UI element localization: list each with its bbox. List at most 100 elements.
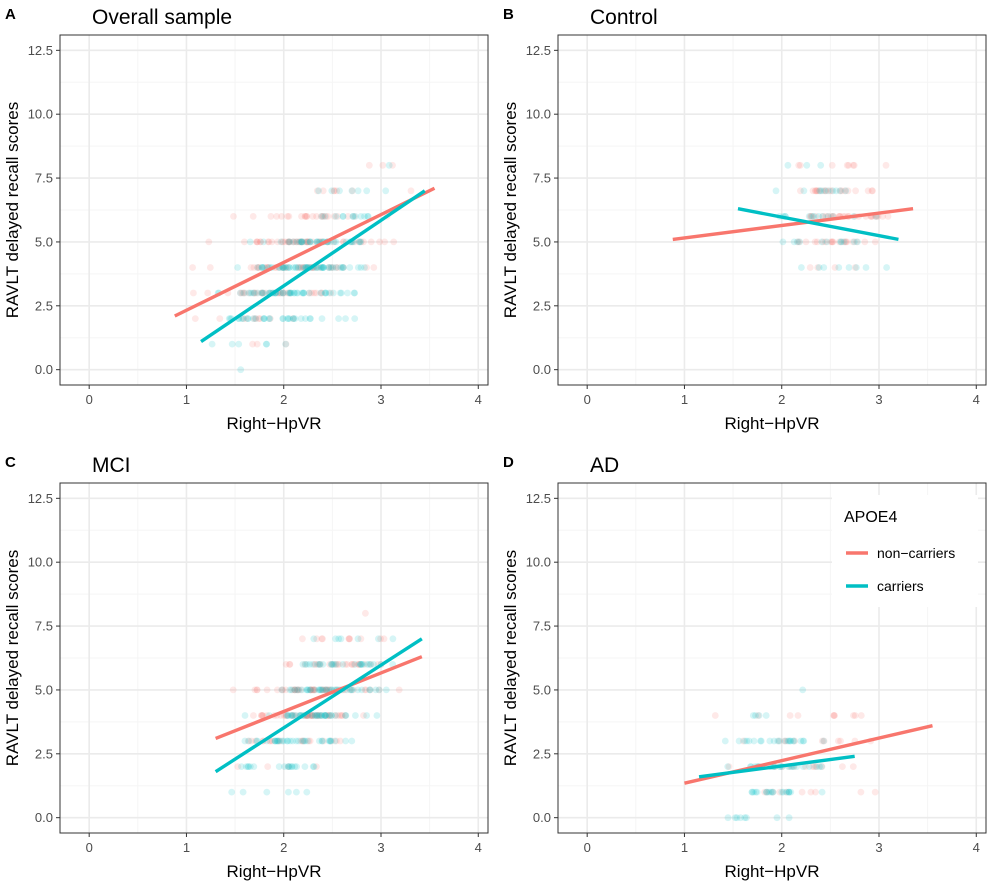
data-point-carriers — [752, 712, 759, 719]
data-point-carriers — [318, 315, 326, 322]
data-point-carriers — [753, 788, 761, 796]
y-tick-label: 0.0 — [533, 362, 551, 377]
data-point-non-carriers — [309, 213, 317, 220]
x-tick-label: 1 — [183, 840, 190, 855]
data-point-non-carriers — [786, 712, 794, 719]
data-point-carriers — [279, 315, 287, 322]
data-point-non-carriers — [809, 763, 816, 770]
data-point-non-carriers — [268, 238, 276, 246]
data-point-non-carriers — [871, 238, 879, 246]
data-point-carriers — [883, 264, 890, 271]
data-point-non-carriers — [332, 661, 339, 668]
data-point-carriers — [357, 213, 365, 220]
data-point-carriers — [765, 788, 773, 796]
data-point-carriers — [325, 289, 333, 297]
data-point-carriers — [372, 686, 380, 694]
data-point-non-carriers — [843, 161, 851, 169]
data-point-non-carriers — [849, 763, 857, 770]
data-point-non-carriers — [811, 187, 819, 195]
y-tick-label: 5.0 — [35, 682, 53, 697]
data-point-carriers — [228, 788, 236, 796]
data-point-non-carriers — [319, 187, 327, 195]
panel-letter: D — [503, 454, 514, 471]
data-point-carriers — [721, 737, 729, 745]
data-point-non-carriers — [329, 264, 337, 271]
data-point-non-carriers — [258, 289, 266, 297]
data-point-non-carriers — [205, 238, 213, 246]
data-point-carriers — [748, 788, 756, 796]
data-point-carriers — [313, 712, 321, 719]
data-point-non-carriers — [857, 712, 865, 719]
data-point-non-carriers — [340, 264, 347, 271]
data-point-carriers — [279, 264, 286, 271]
data-point-non-carriers — [794, 238, 802, 246]
data-point-carriers — [818, 238, 826, 246]
data-point-carriers — [348, 686, 356, 694]
data-point-carriers — [325, 264, 333, 271]
data-point-carriers — [290, 315, 297, 322]
data-point-non-carriers — [365, 161, 373, 169]
panel-title: MCI — [92, 454, 131, 477]
data-point-non-carriers — [295, 238, 303, 246]
data-point-carriers — [302, 661, 309, 668]
data-point-carriers — [787, 737, 794, 745]
data-point-carriers — [316, 661, 324, 668]
data-point-non-carriers — [348, 661, 356, 668]
data-point-non-carriers — [254, 238, 261, 246]
data-point-carriers — [282, 340, 290, 348]
data-point-carriers — [306, 661, 314, 668]
data-point-carriers — [337, 264, 345, 271]
data-point-non-carriers — [253, 264, 261, 271]
data-point-carriers — [260, 238, 267, 246]
data-point-non-carriers — [255, 264, 263, 271]
data-point-carriers — [304, 686, 312, 694]
data-point-carriers — [342, 315, 349, 322]
data-point-non-carriers — [818, 737, 826, 745]
data-point-non-carriers — [281, 238, 289, 246]
data-point-carriers — [292, 264, 300, 271]
panel-border — [557, 482, 987, 834]
data-point-carriers — [799, 686, 807, 694]
data-point-carriers — [288, 763, 296, 770]
data-point-carriers — [750, 737, 758, 745]
data-point-carriers — [824, 187, 832, 195]
data-point-carriers — [750, 788, 757, 796]
data-point-non-carriers — [301, 213, 309, 220]
data-point-non-carriers — [285, 763, 292, 770]
data-point-carriers — [351, 661, 359, 668]
data-point-non-carriers — [330, 187, 338, 195]
data-point-non-carriers — [285, 213, 293, 220]
data-point-non-carriers — [251, 686, 259, 694]
data-point-non-carriers — [354, 661, 362, 668]
data-point-carriers — [321, 712, 328, 719]
data-point-non-carriers — [811, 763, 818, 770]
data-point-carriers — [266, 315, 274, 322]
data-point-carriers — [350, 289, 358, 297]
data-point-non-carriers — [277, 289, 285, 297]
data-point-non-carriers — [274, 238, 281, 246]
data-point-non-carriers — [286, 289, 294, 297]
data-point-non-carriers — [334, 213, 341, 220]
data-point-carriers — [768, 788, 776, 796]
data-point-non-carriers — [313, 187, 321, 195]
data-point-non-carriers — [238, 289, 246, 297]
data-point-non-carriers — [776, 788, 784, 796]
data-point-non-carriers — [769, 788, 777, 796]
fit-line-carriers — [698, 754, 855, 779]
data-point-non-carriers — [839, 763, 846, 770]
data-point-carriers — [348, 187, 356, 195]
data-point-non-carriers — [294, 264, 302, 271]
y-tick-label: 7.5 — [35, 171, 53, 186]
data-point-non-carriers — [330, 187, 338, 195]
data-point-carriers — [793, 238, 801, 246]
data-point-carriers — [770, 737, 778, 745]
data-point-non-carriers — [812, 187, 820, 195]
data-point-non-carriers — [322, 213, 330, 220]
data-point-carriers — [346, 264, 354, 271]
data-point-carriers — [315, 187, 322, 195]
data-point-non-carriers — [294, 686, 302, 694]
data-point-carriers — [366, 686, 374, 694]
data-point-carriers — [354, 635, 362, 643]
data-point-carriers — [298, 238, 306, 246]
data-point-carriers — [321, 712, 329, 719]
